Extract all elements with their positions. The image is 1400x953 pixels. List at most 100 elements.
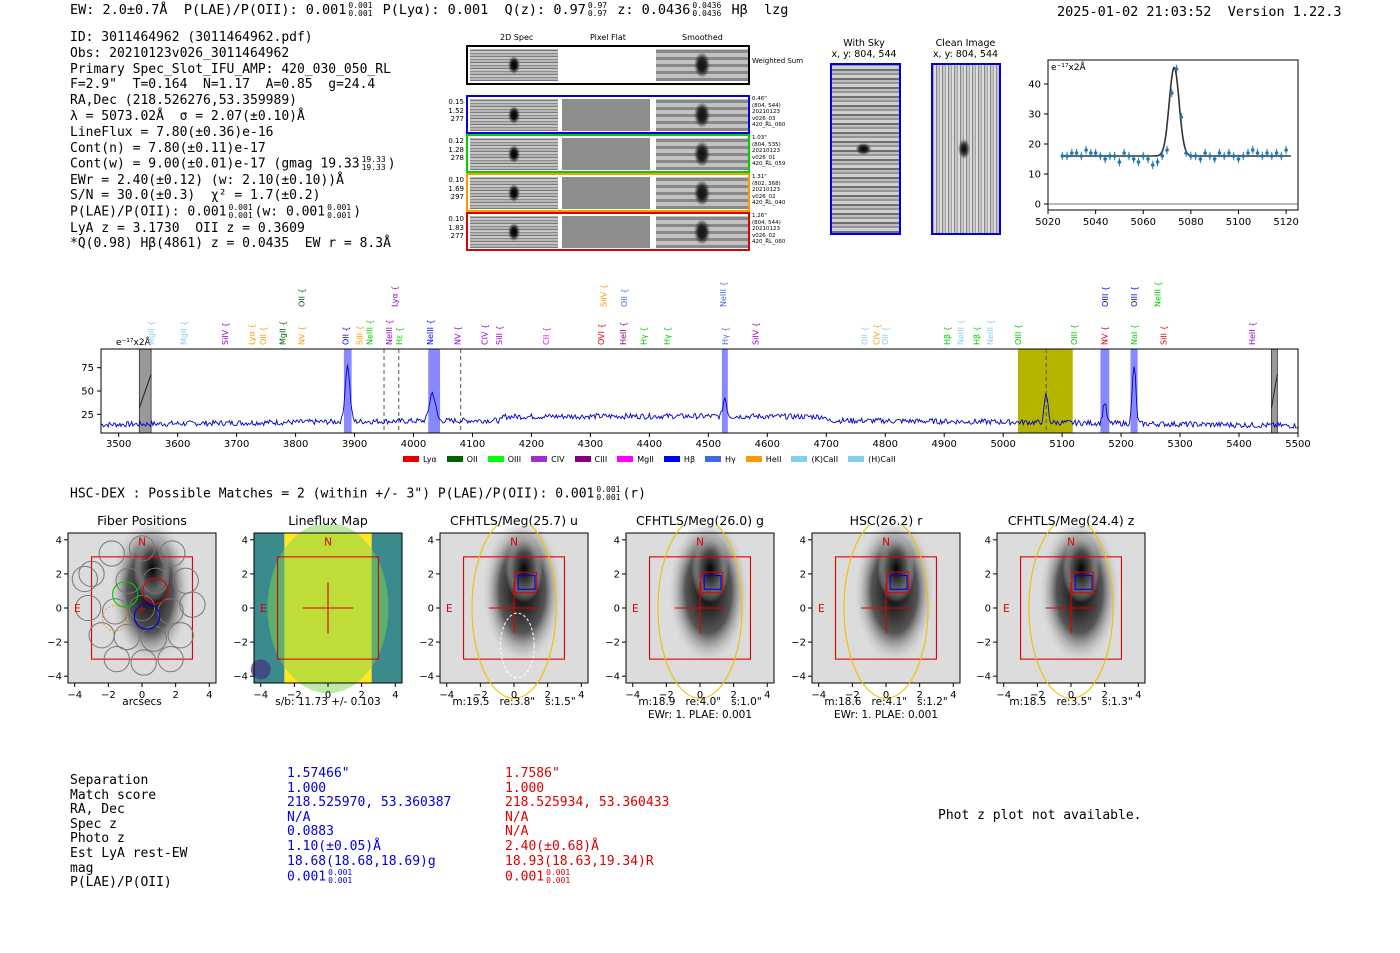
spectrum-line-label: OVI {	[597, 323, 606, 345]
fiber-stat-value: 0.10	[448, 215, 464, 223]
fiber-meta-line: v026_03	[752, 115, 776, 122]
panel-ytick-label: 2	[614, 569, 620, 580]
line-fit-ytick-label: 30	[1028, 110, 1041, 121]
line-fit-point	[1093, 151, 1098, 155]
fiber-circle	[179, 591, 206, 618]
spectrum-xtick-label: 4600	[755, 439, 780, 450]
panel-title: CFHTLS/Meg(24.4) z	[1007, 513, 1135, 528]
spectrum-xtick-label: 4400	[637, 439, 662, 450]
panel-footer: m:18.5 re:3.5" s:1.3"	[1009, 696, 1133, 708]
spectrum-line-label: NV {	[1101, 326, 1110, 345]
panel-footer: m:18.6 re:4.1" s:1.2"	[824, 696, 948, 708]
panel-footer-2: EWr: 1. PLAE: 0.001	[833, 709, 939, 721]
spectrum-line-label: Hγ {	[639, 327, 648, 345]
fiber-meta-line: 20210123	[752, 226, 780, 232]
fiber-row-box	[466, 134, 750, 173]
fiber-meta-line: 0.46"	[752, 96, 767, 102]
panel-ytick-label: 4	[800, 535, 806, 546]
east-label: E	[1003, 603, 1010, 615]
fiber-circle	[113, 623, 140, 651]
photz-message: Phot z plot not available.	[938, 808, 1142, 823]
line-fit-point	[1070, 151, 1074, 155]
spectrum-xtick-label: 3900	[342, 439, 367, 450]
panel-xtick-label: 2	[544, 690, 550, 701]
spectrum-line-label-high: Lyα {	[391, 286, 400, 307]
line-fit-point	[1150, 163, 1155, 167]
z-frac: 0.0436 0.0436	[692, 2, 721, 18]
panel-xtick-label: 0	[883, 690, 889, 701]
panel-xtick-label: −2	[659, 690, 674, 701]
line-fit-point	[1212, 157, 1217, 161]
match-plae-row: 0.001 0.001 0.001	[505, 869, 669, 885]
fiber-2d-spec	[470, 177, 558, 209]
clean-image-title: Clean Image x, y: 804, 544	[928, 38, 1003, 60]
match-marker-blue	[517, 575, 536, 590]
qz-sup: 0.97	[587, 1, 608, 10]
east-label: E	[818, 603, 825, 615]
spectrum-line-label: OII {	[861, 326, 870, 345]
qz-sub: 0.97	[587, 9, 608, 18]
legend-label: Hβ	[683, 454, 696, 464]
spectrum-xtick-label: 4800	[873, 439, 898, 450]
spectrum-xtick-label: 5500	[1285, 439, 1310, 450]
fiber-smoothed	[656, 216, 748, 248]
spectrum-unit: e⁻¹⁷x2Å	[116, 336, 152, 348]
qz-frac: 0.97 0.97	[588, 2, 607, 18]
line-fit-unit: e⁻¹⁷x2Å	[1051, 61, 1087, 73]
spectrum-line-band	[721, 349, 728, 433]
spectrum-line-label: HeII {	[619, 322, 628, 345]
legend-swatch	[403, 456, 419, 462]
fiber-pixel-flat	[562, 138, 650, 170]
line-fit-point	[1203, 151, 1207, 155]
info-radec: RA,Dec (218.526276,53.359989)	[70, 93, 297, 109]
spectrum-line-label: NeIII {	[986, 319, 995, 345]
fiber-circle	[128, 535, 156, 562]
fiber-meta-line: v026_02	[752, 193, 776, 200]
spectrum-line-label: CIV {	[480, 324, 489, 345]
plae2-sub-w: 0.001	[327, 211, 352, 221]
panel-image: N E −4 −4 −2 −2 0 0 2 2 4 4	[233, 525, 403, 701]
spectrum-xtick-label: 5000	[990, 439, 1015, 450]
match-plae-sup: 0.001	[546, 868, 571, 878]
match-value: 2.40(±0.68)Å	[505, 838, 599, 854]
plae-text: P(LAE)/P(OII): 0.001	[183, 2, 347, 18]
match-plae-row: 0.001 0.001 0.001	[287, 869, 451, 885]
legend-item: HeII	[745, 455, 781, 464]
line-fit-point	[1227, 151, 1231, 155]
col-smoothed: Smoothed	[682, 33, 723, 42]
spectrum-xtick-label: 5400	[1226, 439, 1251, 450]
north-label: N	[324, 537, 332, 549]
legend-swatch	[574, 456, 591, 462]
plae2-frac: 0.001 0.001	[229, 204, 253, 220]
line-fit-point	[1074, 151, 1079, 155]
hsc-suffix: (r)	[622, 486, 646, 502]
z-sub: 0.0436	[692, 9, 722, 18]
legend-swatch	[745, 456, 762, 462]
line-fit-point	[1117, 160, 1122, 164]
spectra-cutouts: 2D Spec Pixel Flat Smoothed Weighted Sum…	[440, 33, 803, 253]
info-lineflux: LineFlux = 7.80(±0.36)e-16	[70, 124, 274, 140]
spectrum-line-band	[343, 349, 352, 433]
fiber-stats: 0.12 1.28 278	[440, 137, 464, 163]
fiber-meta-line: 420_RL_060	[752, 239, 786, 245]
panel-xtick-label: 2	[1101, 690, 1107, 701]
panel-ytick-label: −2	[233, 638, 248, 649]
line-fit-point	[1279, 154, 1284, 158]
info-sn: S/N = 30.0(±0.3) χ² = 1.7(±0.2)	[70, 188, 321, 204]
line-fit-point	[1112, 154, 1117, 158]
panel-xtick-label: 2	[358, 690, 364, 701]
north-label: N	[1067, 537, 1075, 549]
fiber-stat-value: 277	[450, 115, 464, 123]
panel-ytick-label: 2	[56, 569, 62, 580]
clean-image-label: Clean Image	[935, 38, 996, 49]
legend-item: MgII	[617, 455, 654, 464]
fiber-stats: 0.10 1.69 297	[440, 176, 464, 202]
fiber-meta-line: (802, 368)	[752, 180, 781, 187]
match-label: P(LAE)/P(OII)	[70, 875, 172, 891]
fiber-circle	[71, 565, 98, 593]
info-lya-z: LyA z = 3.1730 OII z = 0.3609	[70, 220, 305, 236]
panel-xtick-label: 0	[697, 690, 703, 701]
panel-xtick-label: −2	[287, 690, 302, 701]
spectrum-line-label-high: NeIII {	[719, 281, 728, 307]
detection-info: ID: 3011464962 (3011464962.pdf) Obs: 2021…	[70, 30, 396, 252]
